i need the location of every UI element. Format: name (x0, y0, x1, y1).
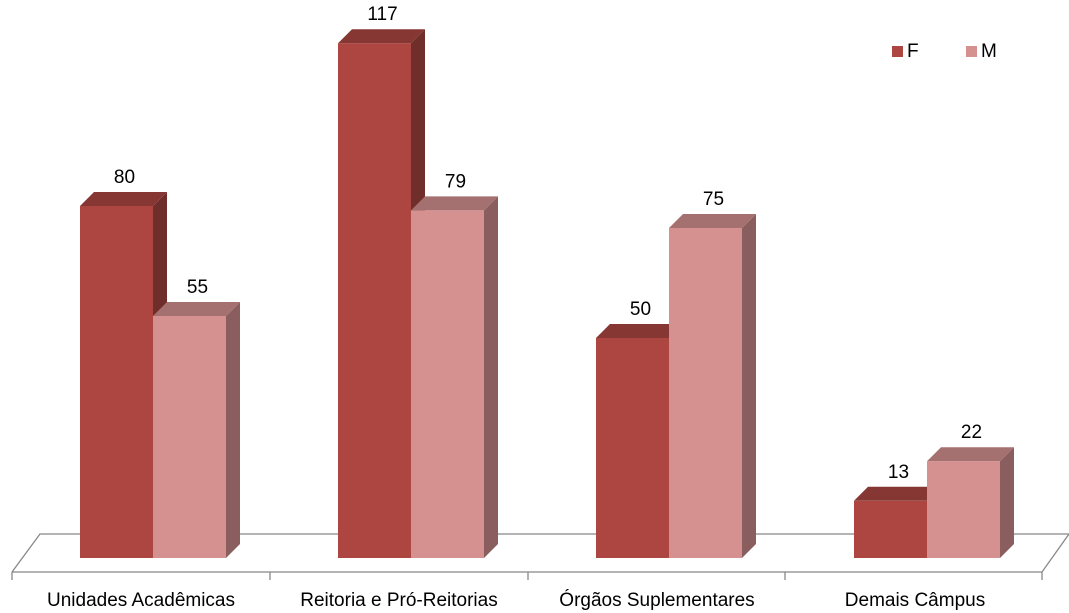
bar-side (742, 214, 756, 558)
data-label: 55 (187, 277, 208, 298)
x-tick-label: Demais Câmpus (845, 590, 985, 611)
bar (854, 500, 927, 558)
data-label: 117 (367, 4, 397, 25)
data-label: 80 (114, 167, 135, 188)
legend-swatch (892, 46, 903, 57)
bar-side (484, 196, 498, 558)
bar (669, 228, 742, 558)
data-label: 22 (961, 422, 982, 443)
bar-top (927, 447, 1014, 462)
data-label: 79 (445, 171, 466, 192)
data-label: 75 (703, 189, 724, 210)
x-tick-label: Órgãos Suplementares (559, 589, 754, 611)
x-tick-label: Reitoria e Pró-Reitorias (300, 590, 497, 611)
data-label: 13 (888, 462, 909, 483)
legend-swatch (966, 46, 977, 57)
bar-top (80, 192, 167, 206)
bar-top (153, 302, 240, 316)
bar (338, 43, 411, 558)
bar-top (338, 29, 425, 44)
bar (596, 338, 669, 558)
x-tick-label: Unidades Acadêmicas (47, 590, 235, 611)
bar-top (596, 324, 683, 338)
bar-side (226, 302, 240, 558)
bar-top (411, 196, 498, 211)
legend-label: F (907, 41, 919, 62)
bar (80, 206, 153, 558)
data-label: 50 (630, 299, 651, 320)
bar (927, 461, 1000, 558)
bar-top (669, 214, 756, 228)
bar (153, 316, 226, 558)
bar (411, 210, 484, 558)
bar-top (854, 486, 941, 501)
bar-side (1000, 447, 1014, 558)
legend-label: M (981, 41, 997, 62)
